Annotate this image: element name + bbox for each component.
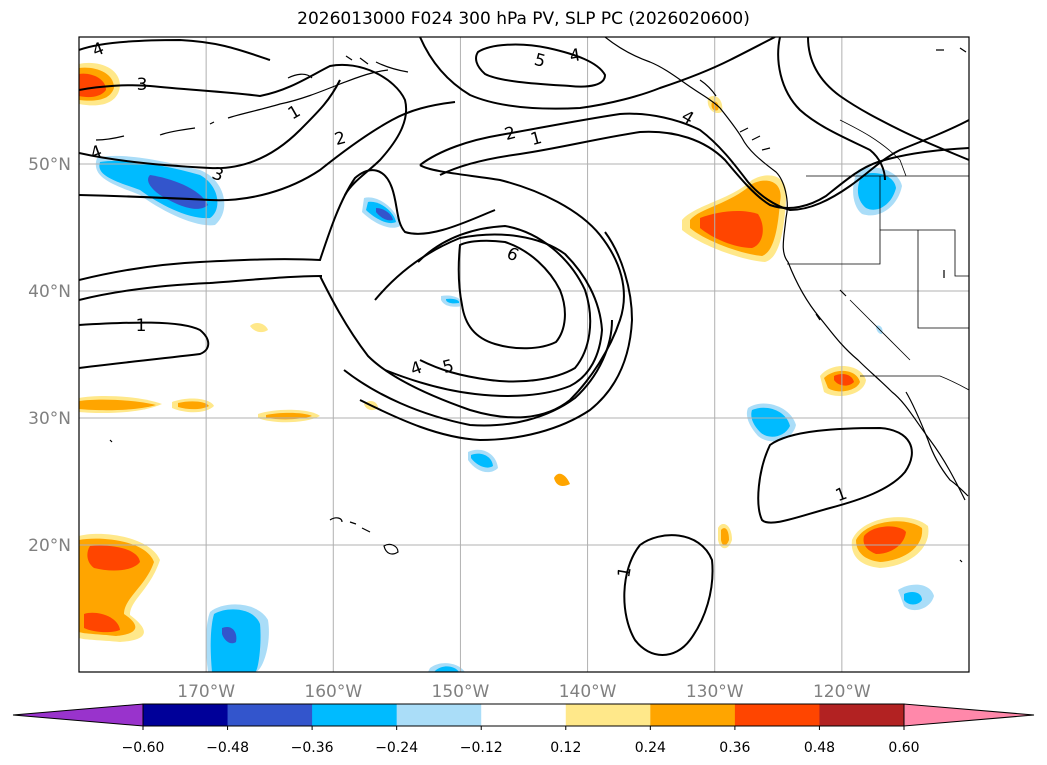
lon-tick-label: 140°W	[559, 682, 617, 702]
contour-label: 2	[502, 123, 518, 145]
contour-label: 6	[503, 244, 521, 267]
colorbar-tick-label: 0.12	[550, 740, 581, 756]
colorbar-bin	[312, 704, 398, 726]
coastlines	[95, 37, 969, 563]
pv-pos-region	[721, 528, 729, 546]
contour-label: 4	[568, 45, 582, 67]
colorbar: −0.60 −0.48 −0.36 −0.24 −0.12 0.12 0.24 0.36 0.4…	[12, 703, 1035, 756]
contour-label: 4	[90, 39, 107, 61]
slp-contours	[79, 37, 969, 656]
colorbar-tick-label: −0.36	[291, 740, 334, 756]
contour-label: 5	[440, 356, 456, 378]
colorbar-tick-label: 0.36	[719, 740, 750, 756]
colorbar-tick-label: −0.12	[460, 740, 503, 756]
colorbar-bin	[396, 704, 482, 726]
contour-label: 5	[532, 50, 548, 72]
contour-label: 4	[678, 106, 697, 129]
contour-label: 2	[332, 128, 348, 150]
colorbar-tick-label: 0.60	[888, 740, 919, 756]
pv-neg-region	[222, 626, 237, 644]
colorbar-tick-label: −0.24	[375, 740, 418, 756]
pv-pos-region	[79, 399, 156, 411]
pv-pos-region	[700, 211, 763, 248]
pv-neg-region	[446, 298, 460, 304]
contour-label: 1	[833, 484, 850, 506]
map-frame	[78, 36, 970, 673]
pv-neg-region	[376, 208, 393, 221]
colorbar-tick-label: −0.60	[122, 740, 165, 756]
lat-tick-label: 40°N	[28, 282, 71, 302]
contour-label: 1	[528, 128, 544, 150]
lon-tick-label: 130°W	[686, 682, 744, 702]
longitude-tick-labels: 170°W 160°W 150°W 140°W 130°W 120°W	[177, 682, 871, 702]
contour-label: 1	[614, 565, 636, 579]
pv-pos-region	[834, 374, 854, 386]
colorbar-frame	[142, 703, 905, 727]
colorbar-tick-label: 0.48	[804, 740, 835, 756]
colorbar-bin	[565, 704, 651, 726]
political-borders	[787, 119, 969, 391]
pv-shading	[79, 62, 934, 672]
colorbar-bin	[227, 704, 313, 726]
latitude-tick-labels: 20°N 30°N 40°N 50°N	[28, 155, 71, 556]
contour-label: 1	[136, 316, 147, 336]
pv-pos-region	[79, 73, 106, 98]
colorbar-bin	[734, 704, 820, 726]
pv-pos-region	[87, 545, 140, 571]
pv-pos-region	[84, 612, 120, 633]
colorbar-extend-low	[12, 703, 144, 727]
colorbar-extend-high	[903, 703, 1035, 727]
lon-tick-label: 150°W	[432, 682, 490, 702]
contour-label: 4	[88, 142, 105, 164]
lat-tick-label: 50°N	[28, 155, 71, 175]
lat-tick-label: 30°N	[28, 409, 71, 429]
pv-neg-region	[148, 175, 208, 209]
colorbar-bin	[481, 704, 567, 726]
contour-label: 1	[285, 101, 304, 124]
pv-neg-region	[471, 453, 493, 468]
colorbar-bin	[819, 704, 905, 726]
pv-neg-region	[904, 592, 922, 605]
lat-tick-label: 20°N	[28, 536, 71, 556]
pv-pos-region	[250, 323, 268, 333]
colorbar-tick-label: −0.48	[206, 740, 249, 756]
pv-pos-region	[863, 526, 906, 554]
contour-label: 3	[209, 164, 226, 186]
colorbar-bin	[143, 704, 229, 726]
gridlines	[79, 37, 969, 672]
contour-label: 3	[137, 75, 148, 95]
colorbar-tick-label: 0.24	[635, 740, 666, 756]
pv-neg-region	[434, 666, 459, 672]
chart-title: 2026013000 F024 300 hPa PV, SLP PC (2026…	[297, 9, 750, 29]
lon-tick-label: 120°W	[813, 682, 871, 702]
pv-neg-region	[751, 407, 790, 437]
pv-pos-region	[554, 473, 570, 486]
pv-neg-region	[857, 172, 896, 210]
lon-tick-label: 160°W	[304, 682, 362, 702]
lon-tick-label: 170°W	[177, 682, 235, 702]
colorbar-bin	[650, 704, 736, 726]
pv-pos-region	[178, 401, 209, 410]
